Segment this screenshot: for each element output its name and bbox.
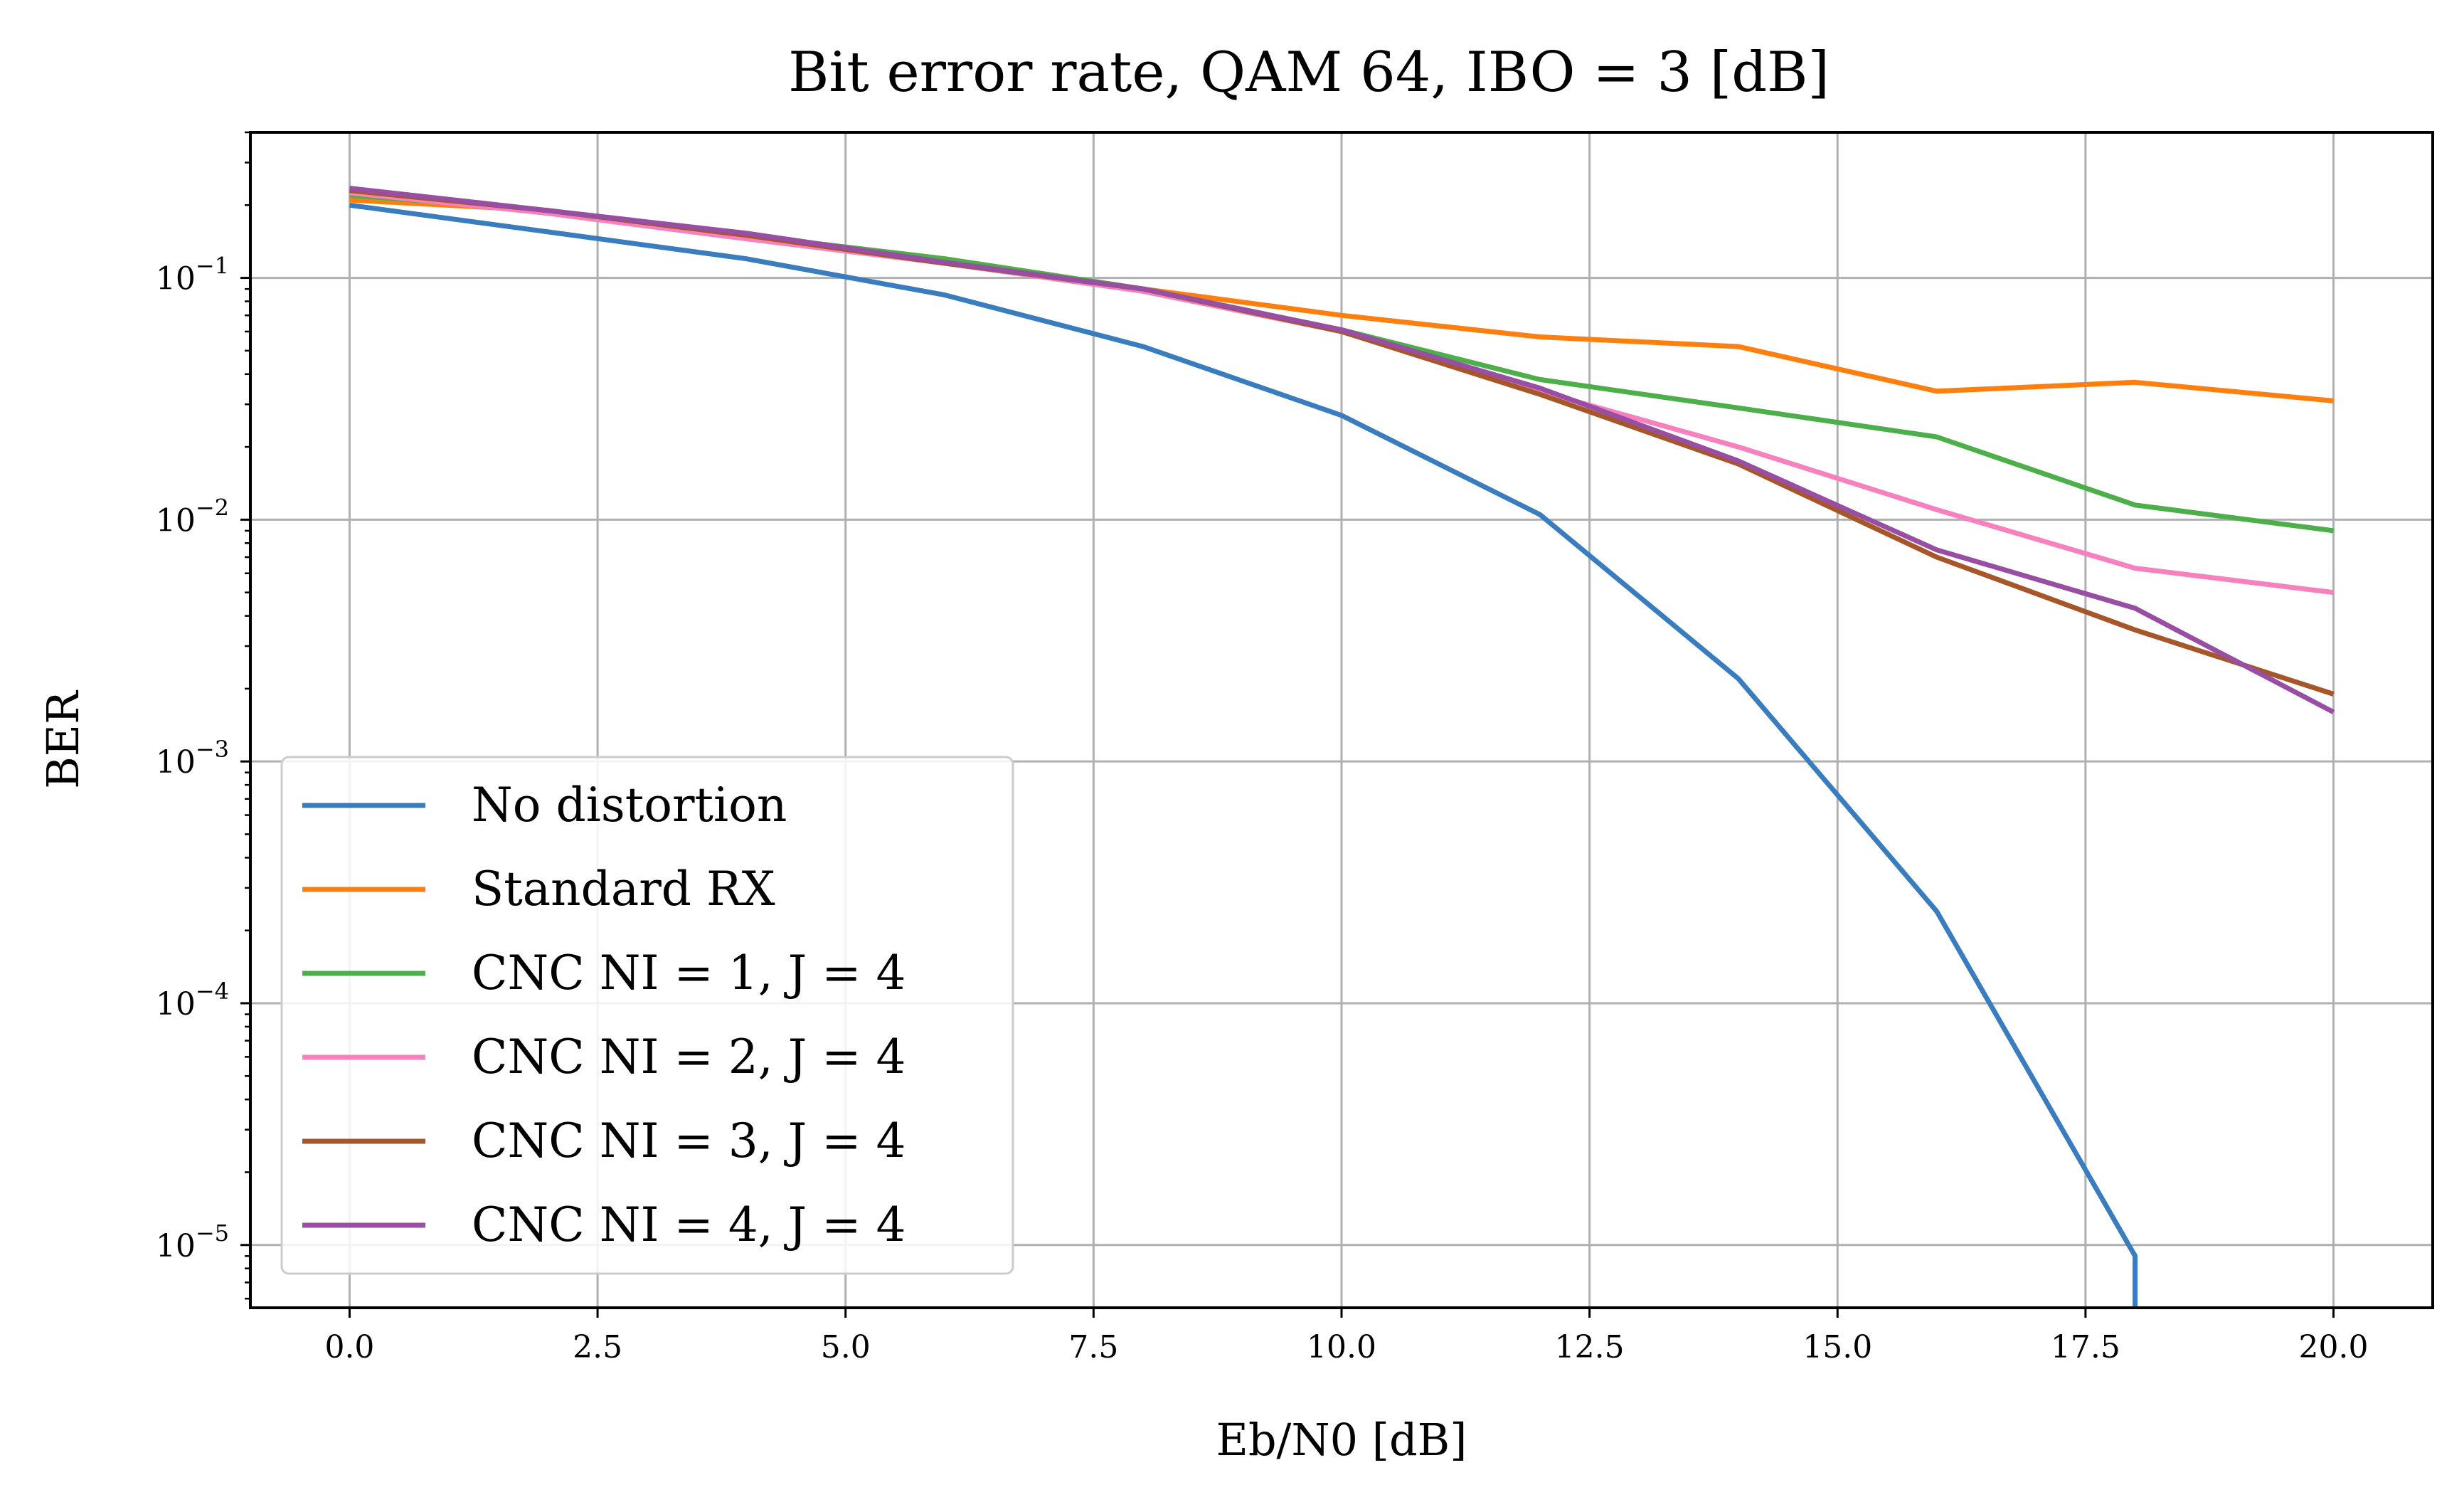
x-tick-label: 7.5 — [1068, 1329, 1118, 1365]
x-tick-label: 12.5 — [1555, 1329, 1625, 1365]
series-line-6 — [349, 186, 2335, 714]
chart-title: Bit error rate, QAM 64, IBO = 3 [dB] — [788, 41, 1830, 105]
x-axis: 0.0 2.5 5.0 7.5 10.0 12.5 15.0 17.5 20.0 — [324, 1308, 2369, 1365]
legend-label-6: CNC NI = 4, J = 4 — [472, 1197, 906, 1252]
legend-label-5: CNC NI = 3, J = 4 — [472, 1114, 906, 1168]
x-tick-label: 20.0 — [2299, 1329, 2369, 1365]
y-tick-label: 10−5 — [156, 1220, 229, 1264]
legend-label-2: Standard RX — [472, 862, 775, 916]
x-tick-label: 0.0 — [324, 1329, 374, 1365]
legend-label-4: CNC NI = 2, J = 4 — [472, 1030, 906, 1084]
legend-label-3: CNC NI = 1, J = 4 — [472, 946, 906, 1000]
x-tick-label: 2.5 — [573, 1329, 622, 1365]
x-tick-label: 10.0 — [1307, 1329, 1376, 1365]
legend: No distortion Standard RX CNC NI = 1, J = … — [280, 756, 1014, 1275]
y-tick-label: 10−1 — [156, 253, 229, 297]
y-tick-label: 10−2 — [156, 494, 229, 539]
series-line-1 — [349, 202, 2138, 1308]
x-tick-label: 15.0 — [1802, 1329, 1872, 1365]
x-tick-label: 5.0 — [821, 1329, 871, 1365]
x-axis-label: Eb/N0 [dB] — [1216, 1414, 1467, 1466]
y-axis: 10−1 10−2 10−3 10−4 10−5 — [156, 131, 250, 1300]
x-tick-label: 17.5 — [2051, 1329, 2120, 1365]
y-tick-label: 10−4 — [156, 978, 229, 1022]
legend-label-1: No distortion — [472, 778, 787, 832]
y-axis-label: BER — [37, 689, 89, 789]
legend-box — [280, 756, 1014, 1275]
y-tick-label: 10−3 — [156, 736, 229, 781]
series-layer — [349, 186, 2335, 1308]
